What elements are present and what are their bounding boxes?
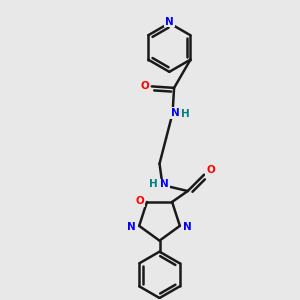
Text: N: N: [160, 179, 169, 190]
Text: N: N: [165, 16, 174, 27]
Text: H: H: [181, 109, 190, 119]
Text: O: O: [141, 81, 150, 92]
Text: N: N: [183, 222, 192, 232]
Text: H: H: [149, 179, 158, 190]
Text: O: O: [206, 165, 215, 175]
Text: N: N: [171, 108, 179, 118]
Text: O: O: [135, 196, 144, 206]
Text: N: N: [128, 222, 136, 232]
